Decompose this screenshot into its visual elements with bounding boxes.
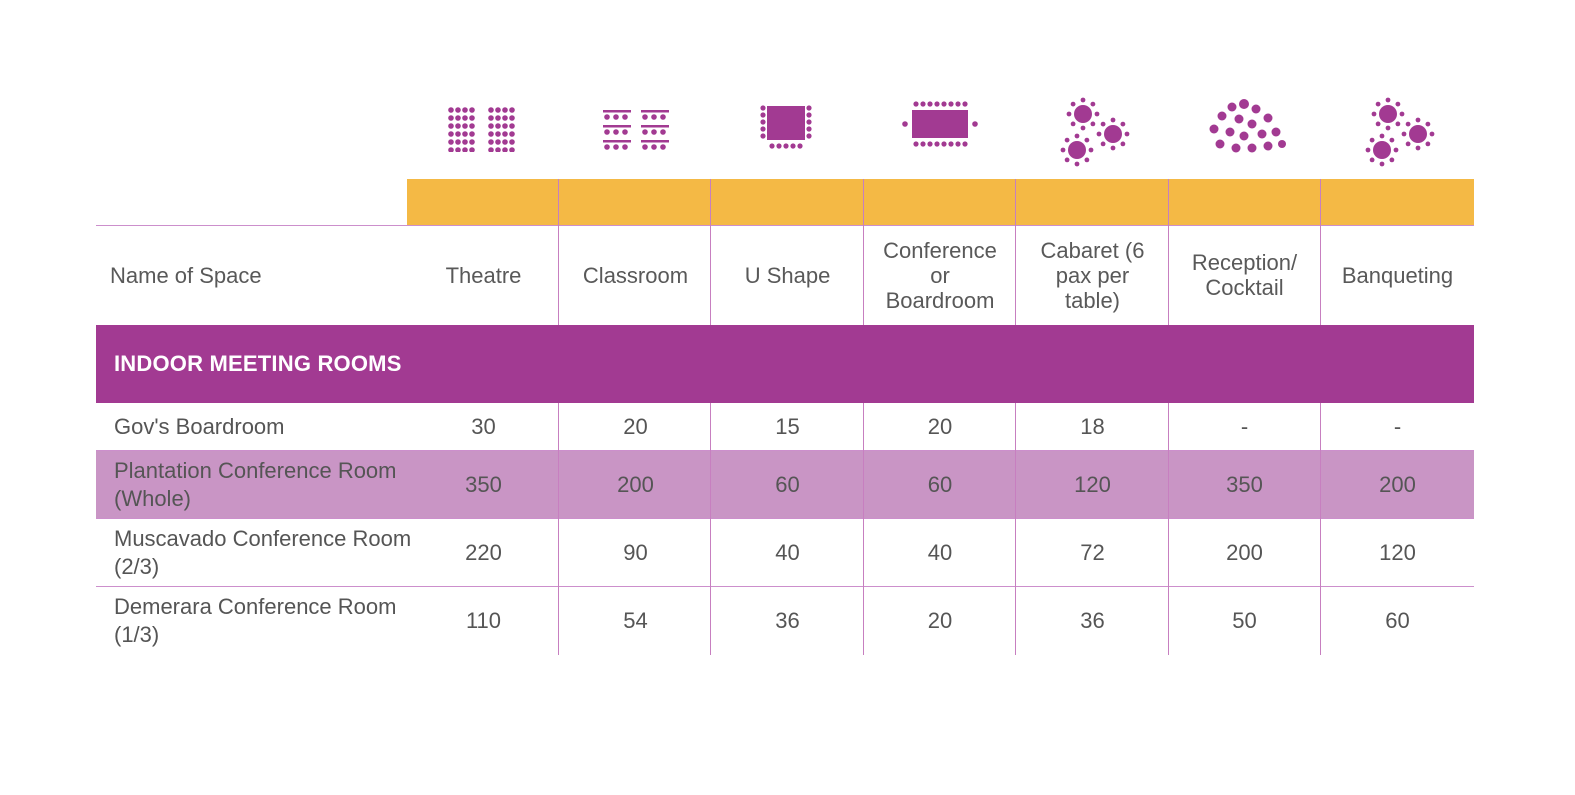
- cell-cabaret: 36: [1080, 608, 1105, 633]
- row-name: Muscavado Conference Room (2/3): [114, 525, 412, 579]
- column-header-conference: Conference or Boardroom: [883, 237, 997, 313]
- row-divider: [96, 450, 1474, 451]
- section-header: INDOOR MEETING ROOMS: [96, 325, 1474, 403]
- column-divider: [1015, 403, 1016, 655]
- cell-reception: 200: [1226, 539, 1263, 565]
- column-divider: [1168, 179, 1169, 325]
- column-divider: [558, 403, 559, 655]
- cell-conference: 60: [927, 471, 953, 497]
- cell-theatre: 30: [471, 413, 496, 439]
- column-divider: [710, 179, 711, 325]
- column-header-theatre: Theatre: [445, 262, 522, 288]
- row-divider: [96, 518, 1474, 519]
- row-name: Plantation Conference Room (Whole): [114, 457, 397, 511]
- cell-ushape: 40: [775, 539, 800, 565]
- cell-reception: 50: [1232, 608, 1257, 633]
- table-row: Demerara Conference Room (1/3) 110 54 36…: [96, 587, 1474, 655]
- boardroom-icon: [864, 92, 1016, 176]
- column-header-classroom: Classroom: [582, 262, 689, 288]
- table-row: Muscavado Conference Room (2/3) 220 90 4…: [96, 519, 1474, 586]
- cell-classroom: 90: [623, 539, 648, 565]
- column-divider: [863, 179, 864, 325]
- theatre-icon: [407, 92, 559, 176]
- section-title: INDOOR MEETING ROOMS: [114, 351, 402, 376]
- cell-banqueting: 120: [1379, 539, 1416, 565]
- header-band: [407, 179, 1474, 225]
- cell-banqueting: -: [1393, 413, 1402, 439]
- header-top-line: [96, 225, 1474, 226]
- cell-ushape: 36: [775, 608, 800, 633]
- table-row-highlighted: Plantation Conference Room (Whole) 350 2…: [96, 451, 1474, 518]
- column-divider: [558, 179, 559, 325]
- table-row: Gov's Boardroom 30 20 15 20 18 - -: [96, 403, 1474, 450]
- cell-ushape: 60: [775, 471, 800, 497]
- cabaret-icon: [1016, 92, 1168, 176]
- column-header-name: Name of Space: [110, 262, 262, 288]
- cell-classroom: 200: [617, 471, 654, 497]
- cell-conference: 20: [927, 608, 953, 633]
- cell-theatre: 220: [465, 539, 502, 565]
- column-header-ushape: U Shape: [744, 262, 831, 288]
- row-name: Demerara Conference Room (1/3): [114, 594, 397, 647]
- column-header-banqueting: Banqueting: [1341, 262, 1454, 288]
- column-divider: [1168, 403, 1169, 655]
- cell-banqueting: 200: [1379, 471, 1416, 497]
- cell-conference: 20: [927, 413, 953, 439]
- row-name: Gov's Boardroom: [114, 413, 285, 439]
- cell-cabaret: 72: [1080, 539, 1105, 565]
- column-header-reception: Reception/ Cocktail: [1191, 250, 1298, 300]
- cell-banqueting: 60: [1385, 608, 1410, 633]
- banquet-icon: [1321, 92, 1473, 176]
- column-divider: [710, 403, 711, 655]
- cell-classroom: 20: [623, 413, 648, 439]
- cell-reception: 350: [1226, 471, 1263, 497]
- reception-icon: [1168, 92, 1320, 176]
- cell-conference: 40: [927, 539, 953, 565]
- column-header-cabaret: Cabaret (6 pax per table): [1040, 237, 1145, 313]
- cell-cabaret: 18: [1080, 413, 1105, 439]
- classroom-icon: [559, 92, 711, 176]
- row-divider: [96, 586, 1474, 587]
- cell-cabaret: 120: [1074, 471, 1111, 497]
- column-divider: [1015, 179, 1016, 325]
- cell-theatre: 110: [465, 608, 502, 633]
- column-divider: [863, 403, 864, 655]
- column-divider: [1320, 179, 1321, 325]
- cell-classroom: 54: [623, 608, 648, 633]
- cell-ushape: 15: [775, 413, 800, 439]
- column-divider: [1320, 403, 1321, 655]
- cell-reception: -: [1240, 413, 1249, 439]
- u-shape-icon: [711, 92, 863, 176]
- cell-theatre: 350: [465, 471, 502, 497]
